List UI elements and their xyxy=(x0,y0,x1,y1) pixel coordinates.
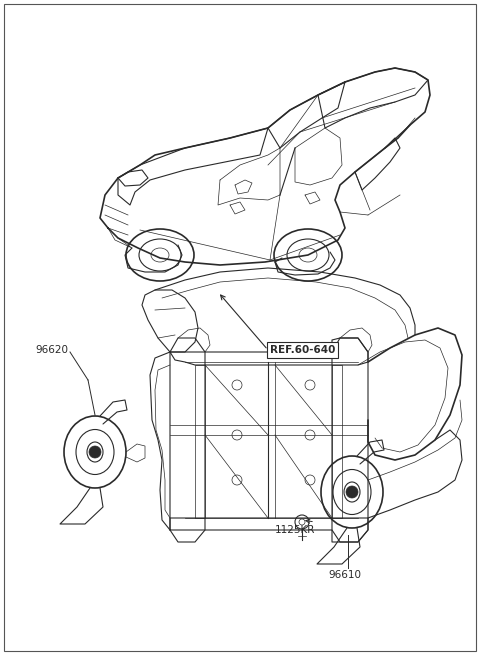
Text: 96620: 96620 xyxy=(35,345,68,355)
Text: 1125KR: 1125KR xyxy=(275,525,315,535)
Circle shape xyxy=(346,486,358,498)
Circle shape xyxy=(295,515,309,529)
Text: 96610: 96610 xyxy=(328,570,361,580)
Circle shape xyxy=(89,446,101,458)
Text: REF.60-640: REF.60-640 xyxy=(270,345,336,355)
